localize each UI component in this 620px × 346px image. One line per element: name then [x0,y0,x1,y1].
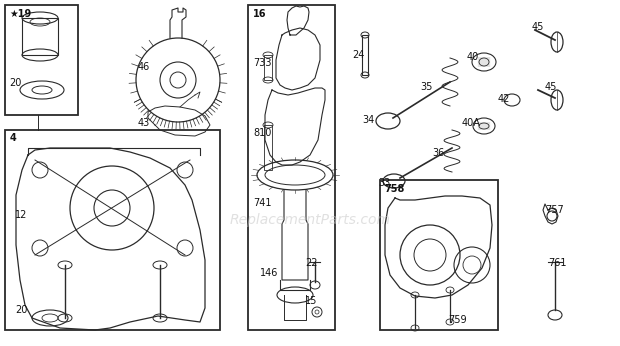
Text: 146: 146 [260,268,278,278]
Text: 35: 35 [420,82,432,92]
Text: 42: 42 [498,94,510,104]
Text: 741: 741 [253,198,272,208]
Bar [264,55,272,80]
Text: ReplacementParts.com: ReplacementParts.com [229,213,391,227]
Text: 46: 46 [138,62,150,72]
Text: 34: 34 [362,115,374,125]
Bar [22,18,58,55]
Text: 759: 759 [448,315,467,325]
Text: 33: 33 [378,178,390,188]
Bar [362,35,368,75]
Bar [380,180,498,330]
Text: 43: 43 [138,118,150,128]
Bar [5,130,220,330]
Text: 24: 24 [352,50,365,60]
Text: 40: 40 [467,52,479,62]
Text: 36: 36 [432,148,445,158]
Text: 45: 45 [545,82,557,92]
Text: 733: 733 [253,58,272,68]
Text: 40A: 40A [462,118,481,128]
Bar [264,125,272,170]
Text: 20: 20 [9,78,21,88]
Text: 758: 758 [384,184,404,194]
Text: 45: 45 [532,22,544,32]
Text: 761: 761 [548,258,567,268]
Text: 15: 15 [305,296,317,306]
Text: 4: 4 [10,133,17,143]
Text: 757: 757 [545,205,564,215]
Text: 810: 810 [253,128,272,138]
Text: 22: 22 [305,258,317,268]
Text: ★19: ★19 [9,9,31,19]
Bar [5,5,78,115]
Text: 16: 16 [253,9,267,19]
Text: 20: 20 [15,305,27,315]
Text: 12: 12 [15,210,27,220]
Bar [248,5,335,330]
